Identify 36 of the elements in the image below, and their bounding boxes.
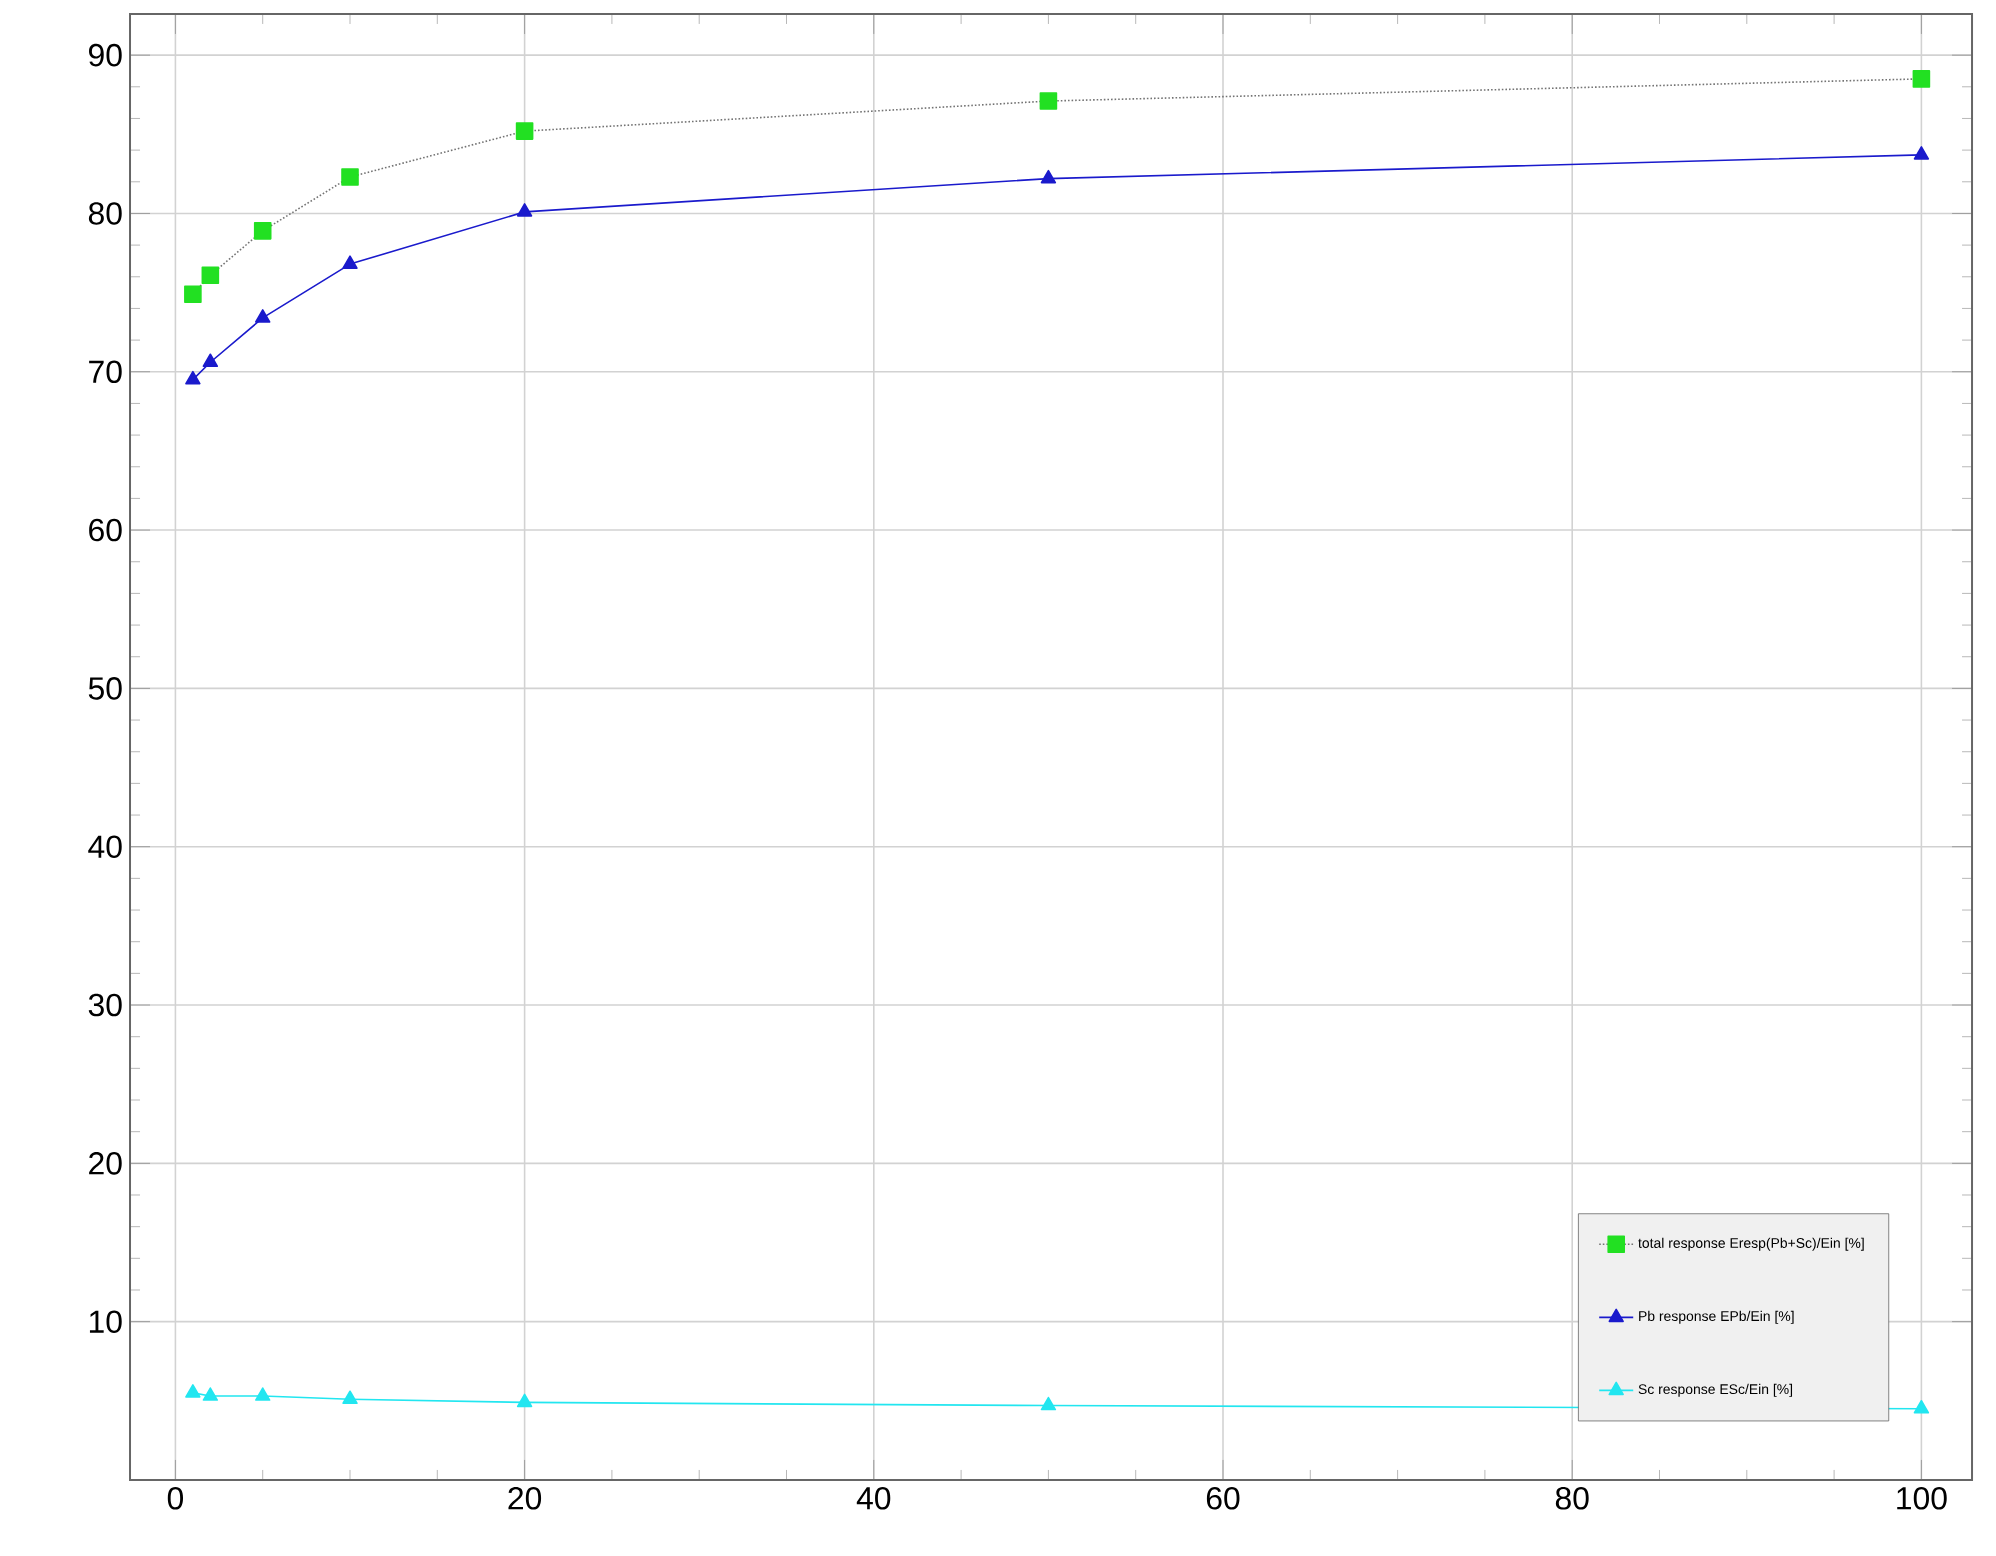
point <box>254 309 271 323</box>
point <box>253 222 272 240</box>
point <box>342 255 358 269</box>
point <box>202 1387 219 1401</box>
point <box>515 122 534 140</box>
point <box>342 1390 358 1405</box>
y-tick-label: 10 <box>89 1310 122 1333</box>
point <box>1040 169 1057 184</box>
x-tick-label: 80 <box>1555 1487 1589 1510</box>
y-tick-label: 60 <box>89 518 122 542</box>
y-tick-label: 20 <box>89 1152 122 1175</box>
x-tick-label: 0 <box>167 1487 184 1510</box>
point <box>516 1393 533 1408</box>
point <box>185 1384 201 1398</box>
point <box>1912 70 1931 88</box>
point <box>201 266 220 284</box>
x-tick-label: 100 <box>1897 1487 1947 1510</box>
point <box>184 285 202 303</box>
y-tick-label: 30 <box>88 993 122 1017</box>
point <box>185 370 201 385</box>
point <box>341 168 359 186</box>
y-tick-label: 50 <box>88 677 122 700</box>
x-tick-label: 40 <box>856 1487 891 1510</box>
x-tick-label: 20 <box>508 1487 542 1510</box>
point <box>516 203 533 217</box>
point <box>202 353 219 368</box>
point <box>1913 146 1930 160</box>
point <box>1039 92 1058 110</box>
point <box>1913 1399 1930 1414</box>
y-tick-label: 80 <box>88 202 122 225</box>
point <box>1040 1396 1057 1411</box>
x-tick-label: 60 <box>1206 1487 1240 1510</box>
y-tick-label: 90 <box>89 43 122 67</box>
y-tick-label: 70 <box>89 360 122 384</box>
point <box>254 1387 271 1401</box>
y-tick-label: 40 <box>88 835 122 858</box>
